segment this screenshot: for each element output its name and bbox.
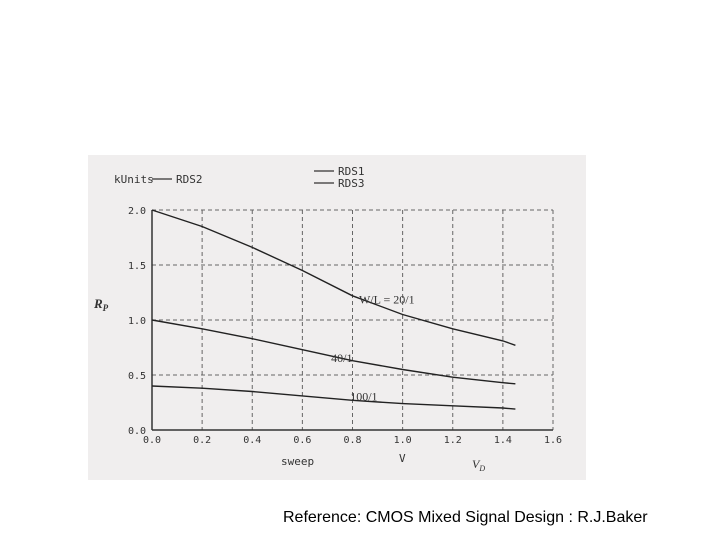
- y-tick-label: 1.5: [128, 261, 146, 272]
- series-line-rds1: [151, 319, 516, 385]
- y-tick-label: 2.0: [128, 206, 146, 217]
- tick-labels: 0.0 0.2 0.4 0.6 0.8 1.0 1.2 1.4 1.6 0.0 0.5 1.0 1.5 2…: [128, 206, 562, 446]
- y-axis-label: RP: [93, 296, 109, 313]
- x-axis-variable-label: VD: [472, 457, 485, 473]
- rds-vs-vd-chart: 0.0 0.2 0.4 0.6 0.8 1.0 1.2 1.4 1.6 0.0 0.5 1.0 1.5 2…: [93, 165, 562, 473]
- y-tick-label: 0.0: [128, 426, 146, 437]
- x-tick-label: 1.2: [444, 435, 462, 446]
- series-annotation: 40/1: [331, 351, 352, 365]
- x-tick-label: 0.2: [193, 435, 211, 446]
- x-tick-label: 0.4: [243, 435, 261, 446]
- y-tick-label: 1.0: [128, 316, 146, 327]
- x-tick-label: 0.0: [143, 435, 161, 446]
- series-lines: W/L = 20/1 40/1 100/1: [151, 209, 516, 410]
- legend-label: RDS3: [338, 177, 365, 190]
- x-axis-unit-label: V: [399, 452, 406, 465]
- series-line-rds3: [151, 385, 516, 410]
- x-tick-label: 1.0: [394, 435, 412, 446]
- series-line-rds2: [151, 209, 516, 346]
- x-tick-label: 1.4: [494, 435, 512, 446]
- legend-label: RDS1: [338, 165, 365, 178]
- series-annotation: W/L = 20/1: [359, 293, 415, 307]
- legend-label: RDS2: [176, 173, 203, 186]
- series-annotation: 100/1: [350, 389, 377, 403]
- unit-label: kUnits: [114, 173, 154, 186]
- reference-caption: Reference: CMOS Mixed Signal Design : R.…: [283, 509, 648, 526]
- x-tick-label: 0.8: [343, 435, 361, 446]
- x-tick-label: 1.6: [544, 435, 562, 446]
- x-axis-sweep-label: sweep: [281, 455, 314, 468]
- y-tick-label: 0.5: [128, 371, 146, 382]
- x-tick-label: 0.6: [293, 435, 311, 446]
